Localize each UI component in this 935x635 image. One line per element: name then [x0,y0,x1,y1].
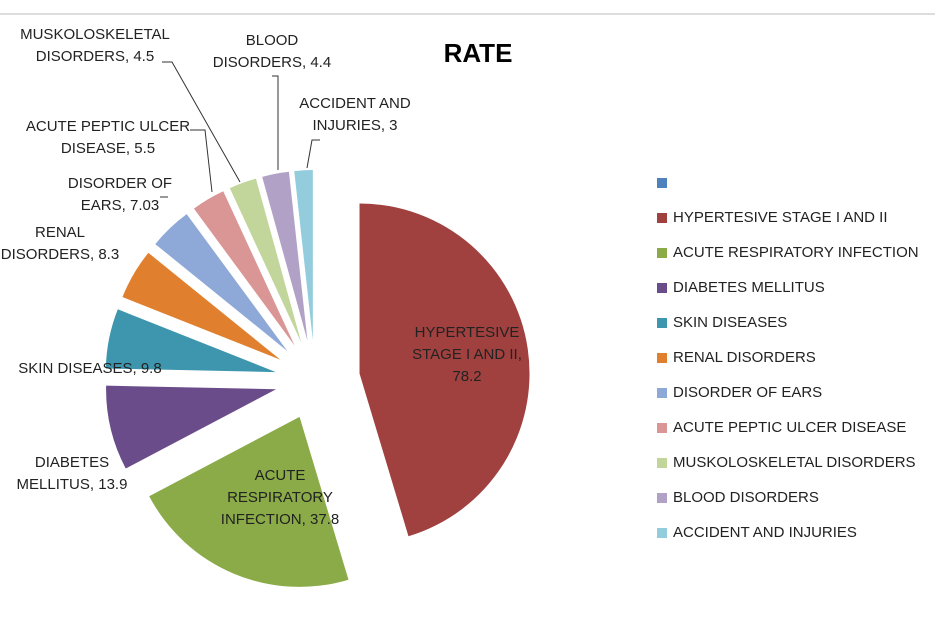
data-label: BLOOD DISORDERS, 4.4 [212,32,332,71]
pie-slice [193,191,295,346]
legend-label: HYPERTESIVE STAGE I AND II [673,209,888,226]
legend-label: DISORDER OF EARS [673,384,822,401]
chart-title: RATE [444,38,513,68]
pie-slice [229,178,302,343]
data-label-value: 4.5 [133,48,155,65]
data-label-category: ACUTE PEPTIC ULCER DISEASE [25,118,191,157]
data-label-value: 9.8 [140,360,162,377]
legend-label: ACUTE PEPTIC ULCER DISEASE [673,419,906,436]
pie-slice [294,170,313,341]
data-label-value: 5.5 [134,140,156,157]
data-label: MUSKOLOSKELETAL DISORDERS, 4.5 [20,26,170,65]
data-label-category: DISORDER OF EARS [67,175,173,214]
data-label-value: 13.9 [98,476,128,493]
data-label-category: SKIN DISEASES [18,360,133,377]
data-label: DISORDER OF EARS, 7.03 [67,175,173,214]
data-label-category: DIABETES MELLITUS [16,454,110,493]
legend-swatch [657,493,667,503]
legend-label: ACCIDENT AND INJURIES [673,524,857,541]
data-label-category: BLOOD DISORDERS [212,32,302,71]
data-label-category: HYPERTESIVE STAGE I AND II [412,324,520,363]
data-label: SKIN DISEASES, 9.8 [18,360,162,377]
data-label-value: 3 [389,117,398,134]
data-label-value: 78.2 [452,368,482,385]
data-label-category: ACCIDENT AND INJURIES [299,95,411,134]
leader-lines [160,61,320,198]
legend-label: DIABETES MELLITUS [673,279,825,296]
legend-swatch [657,353,667,363]
pie-slice [106,385,277,469]
legend-swatch [657,248,667,258]
data-label: RENAL DISORDERS, 8.3 [0,224,120,263]
pie-slice [105,309,276,373]
pie-slice [155,214,288,352]
data-label-value: 8.3 [98,246,120,263]
legend-swatch [657,318,667,328]
legend-swatch [657,388,667,398]
legend-label: MUSKOLOSKELETAL DISORDERS [673,454,916,471]
data-label: DIABETES MELLITUS, 13.9 [16,454,128,493]
data-label-value: 37.8 [309,511,340,528]
data-label: ACUTE PEPTIC ULCER DISEASE, 5.5 [25,118,191,157]
data-label: ACUTE RESPIRATORY INFECTION, 37.8 [220,467,340,528]
legend-swatch [657,283,667,293]
data-label-value: 4.4 [310,54,332,71]
legend-label: ACUTE RESPIRATORY INFECTION [673,244,919,261]
legend-swatch [657,178,667,188]
data-label-category: RENAL DISORDERS [0,224,90,263]
legend-swatch [657,458,667,468]
legend-label: SKIN DISEASES [673,314,787,331]
pie-slice [359,203,530,537]
pie-slice [149,416,349,587]
legend-swatch [657,423,667,433]
data-label-category: ACUTE RESPIRATORY INFECTION [220,467,333,528]
data-label-category: MUSKOLOSKELETAL DISORDERS [20,26,170,65]
legend-swatch [657,213,667,223]
data-label: ACCIDENT AND INJURIES, 3 [299,95,411,134]
pie-slice [122,252,281,360]
pie-slice [262,171,308,341]
legend-label: RENAL DISORDERS [673,349,816,366]
legend-swatch [657,528,667,538]
data-label: HYPERTESIVE STAGE I AND II, 78.2 [412,324,522,385]
data-label-value: 7.03 [130,197,160,214]
legend-label: BLOOD DISORDERS [673,489,819,506]
